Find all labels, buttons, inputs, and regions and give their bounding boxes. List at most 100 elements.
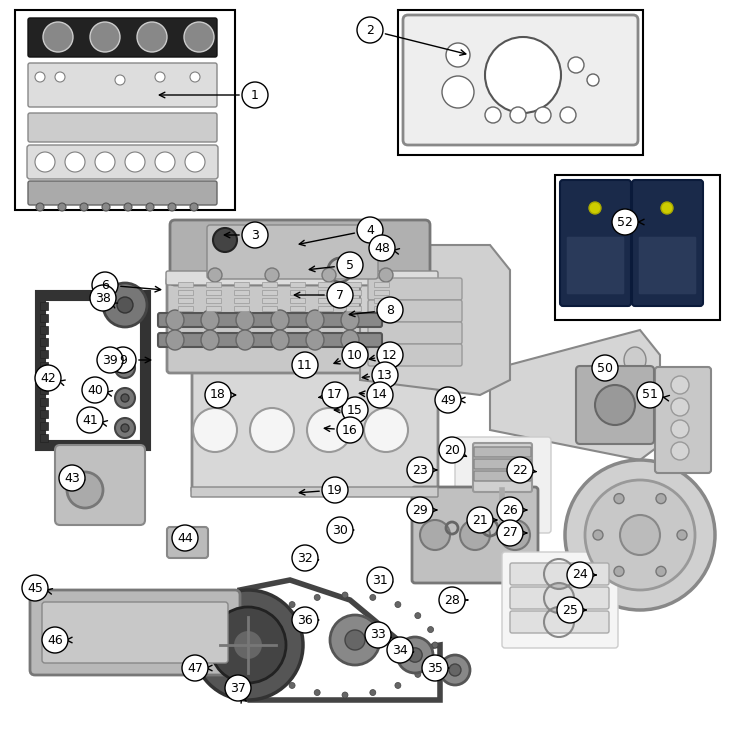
Circle shape — [337, 252, 363, 278]
Circle shape — [322, 268, 336, 282]
Circle shape — [677, 530, 687, 540]
Circle shape — [322, 382, 348, 408]
FancyBboxPatch shape — [368, 322, 462, 344]
Bar — [178, 290, 193, 295]
Circle shape — [377, 342, 403, 368]
FancyBboxPatch shape — [632, 180, 703, 306]
Bar — [206, 282, 221, 287]
Bar — [40, 350, 48, 358]
FancyBboxPatch shape — [167, 277, 433, 373]
FancyBboxPatch shape — [473, 443, 532, 492]
Text: 26: 26 — [502, 504, 518, 516]
Bar — [40, 410, 48, 418]
FancyBboxPatch shape — [55, 445, 145, 525]
Circle shape — [205, 382, 231, 408]
Circle shape — [497, 520, 523, 546]
Circle shape — [327, 282, 353, 308]
Circle shape — [327, 517, 353, 543]
Circle shape — [485, 37, 561, 113]
Text: 1: 1 — [251, 89, 259, 101]
Circle shape — [35, 72, 45, 82]
Circle shape — [370, 595, 376, 600]
Circle shape — [77, 407, 103, 433]
Circle shape — [345, 630, 365, 650]
Text: 8: 8 — [386, 303, 394, 317]
Circle shape — [42, 627, 68, 653]
Bar — [318, 306, 333, 311]
Circle shape — [510, 107, 526, 123]
FancyBboxPatch shape — [403, 15, 638, 145]
Text: 28: 28 — [444, 594, 460, 606]
Circle shape — [182, 655, 208, 681]
Text: 49: 49 — [440, 393, 456, 407]
FancyBboxPatch shape — [28, 113, 217, 142]
Circle shape — [587, 74, 599, 86]
Text: 4: 4 — [366, 224, 374, 236]
Ellipse shape — [624, 403, 646, 429]
FancyBboxPatch shape — [566, 236, 625, 295]
Text: 32: 32 — [297, 551, 313, 565]
Circle shape — [620, 515, 660, 555]
Circle shape — [233, 630, 263, 660]
Bar — [346, 282, 361, 287]
Text: 12: 12 — [382, 349, 398, 361]
Bar — [40, 338, 48, 346]
Circle shape — [97, 347, 123, 373]
Circle shape — [428, 627, 434, 633]
Circle shape — [292, 545, 318, 571]
Circle shape — [507, 457, 533, 483]
Circle shape — [342, 397, 368, 423]
Text: 21: 21 — [472, 513, 488, 527]
Circle shape — [269, 612, 275, 618]
Text: 45: 45 — [27, 582, 43, 595]
Bar — [178, 298, 193, 303]
FancyBboxPatch shape — [158, 313, 382, 327]
Text: 24: 24 — [572, 568, 588, 582]
Text: 18: 18 — [210, 388, 226, 402]
Bar — [290, 306, 305, 311]
Bar — [374, 290, 389, 295]
Bar — [374, 298, 389, 303]
Circle shape — [90, 285, 116, 311]
Bar — [40, 398, 48, 406]
Circle shape — [115, 358, 135, 378]
Circle shape — [377, 297, 403, 323]
FancyBboxPatch shape — [207, 225, 378, 279]
Circle shape — [535, 107, 551, 123]
Circle shape — [395, 682, 401, 688]
Circle shape — [614, 566, 624, 577]
FancyBboxPatch shape — [42, 602, 228, 663]
Circle shape — [90, 22, 120, 52]
Circle shape — [80, 203, 88, 211]
Circle shape — [408, 648, 422, 662]
Ellipse shape — [341, 310, 359, 330]
Ellipse shape — [166, 310, 184, 330]
Circle shape — [314, 690, 320, 696]
FancyBboxPatch shape — [28, 18, 217, 57]
Circle shape — [242, 222, 268, 248]
Circle shape — [115, 75, 125, 85]
Bar — [40, 422, 48, 430]
Circle shape — [357, 17, 383, 43]
Circle shape — [397, 637, 433, 673]
Text: 30: 30 — [332, 524, 348, 536]
Text: 7: 7 — [336, 288, 344, 302]
FancyBboxPatch shape — [368, 278, 462, 300]
FancyBboxPatch shape — [192, 367, 438, 493]
Circle shape — [432, 642, 438, 648]
Circle shape — [242, 82, 268, 108]
Text: 19: 19 — [327, 484, 343, 496]
Circle shape — [342, 342, 368, 368]
Text: 29: 29 — [412, 504, 428, 516]
Ellipse shape — [271, 310, 289, 330]
Circle shape — [460, 520, 490, 550]
Circle shape — [190, 203, 198, 211]
Circle shape — [568, 57, 584, 73]
Circle shape — [307, 408, 351, 452]
Circle shape — [65, 152, 85, 172]
Circle shape — [115, 418, 135, 438]
Bar — [15, 10, 235, 210]
Bar — [234, 290, 249, 295]
Bar — [40, 314, 48, 322]
Circle shape — [121, 364, 129, 372]
